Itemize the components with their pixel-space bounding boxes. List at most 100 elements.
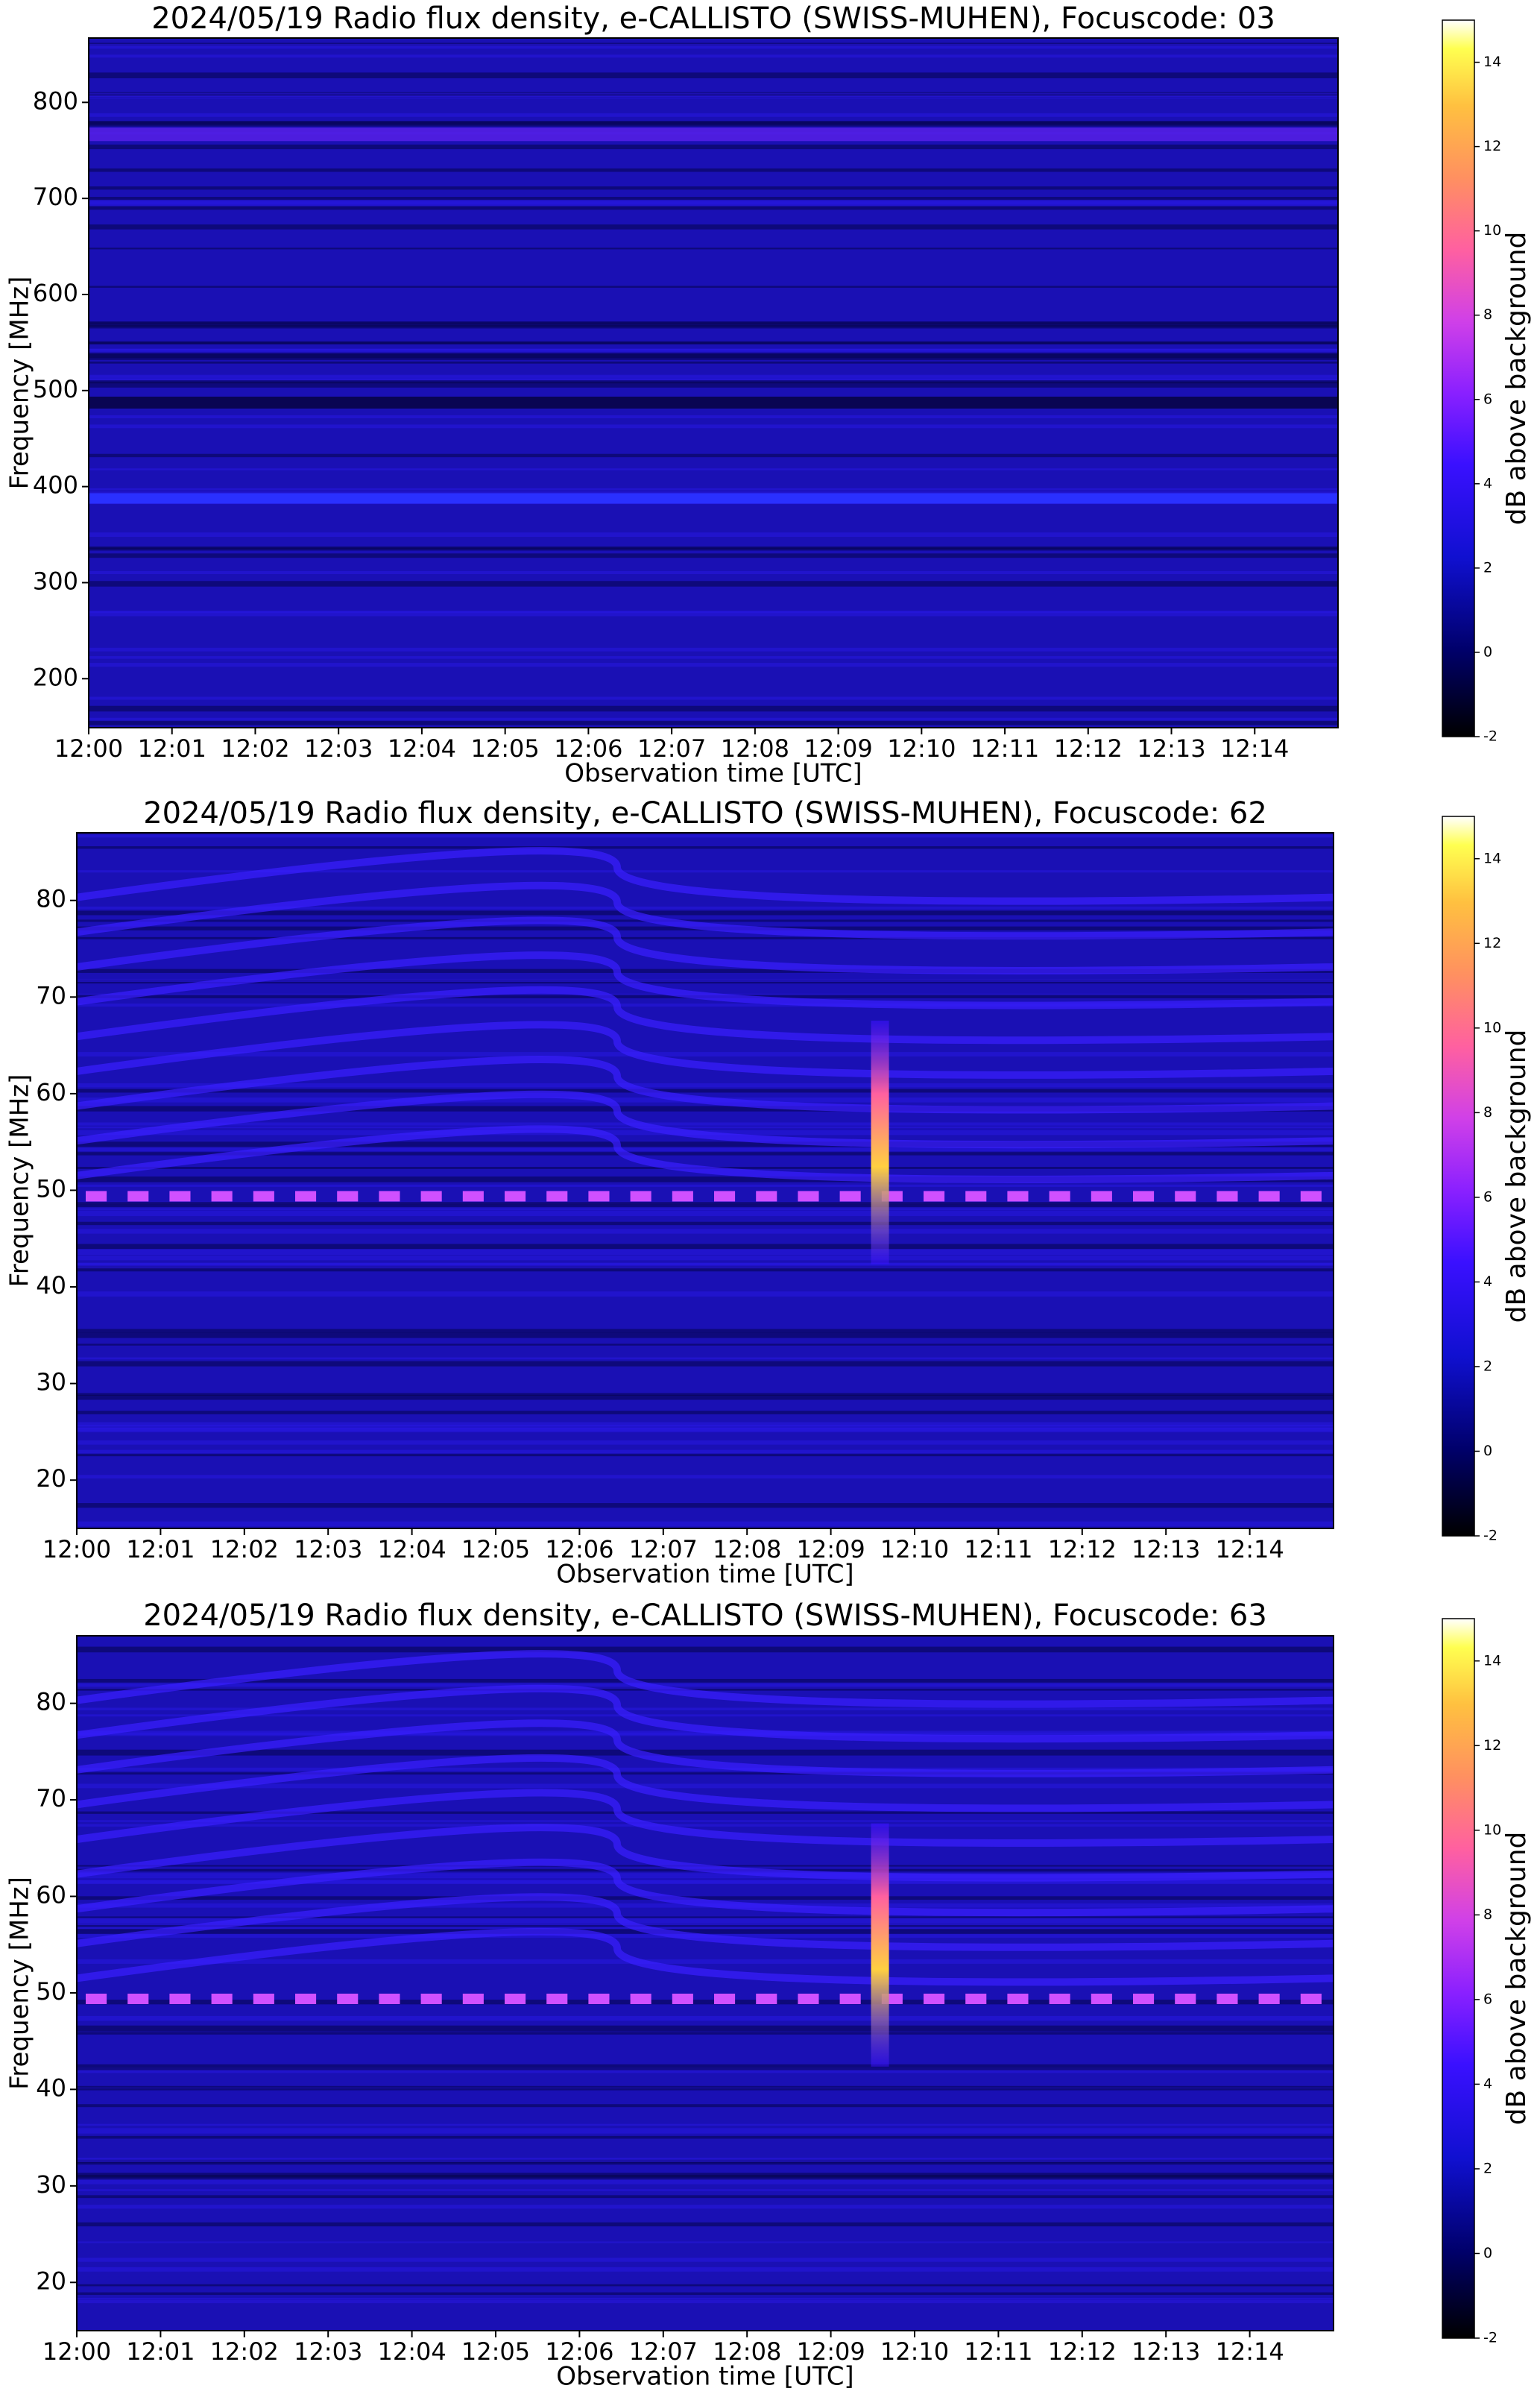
spectrogram-texture: [89, 663, 1338, 667]
colorbar-label: dB above background: [1501, 1030, 1532, 1323]
spectrogram-texture: [89, 361, 1338, 364]
spectrogram-texture: [89, 379, 1338, 384]
spectrogram-texture: [89, 348, 1338, 353]
spectrogram-band: [839, 1993, 861, 2004]
spectrogram-texture: [77, 2178, 1334, 2185]
spectrogram-texture: [89, 206, 1338, 210]
spectrogram-texture: [77, 2000, 1334, 2005]
y-tick-label: 60: [36, 1881, 66, 1909]
spectrogram-band: [379, 1191, 400, 1202]
spectrogram-texture: [89, 144, 1338, 150]
x-tick-label: 12:02: [210, 2337, 279, 2366]
spectrogram-texture: [89, 570, 1338, 574]
spectrogram-texture: [89, 248, 1338, 250]
spectrogram-texture: [77, 2135, 1334, 2139]
y-tick-label: 400: [33, 471, 78, 500]
spectrogram-texture: [89, 286, 1338, 288]
colorbar-tick-label: -2: [1483, 2330, 1498, 2346]
spectrogram-texture: [77, 1291, 1334, 1297]
spectrogram-texture: [77, 1146, 1334, 1151]
spectrogram-texture: [89, 168, 1338, 172]
x-tick-label: 12:13: [1132, 1535, 1200, 1563]
spectrogram-band: [965, 1191, 987, 1202]
spectrogram-texture: [77, 2032, 1334, 2035]
y-axis-label: Frequency [MHz]: [5, 1074, 35, 1288]
y-tick-label: 500: [33, 375, 78, 403]
spectrogram-band: [420, 1191, 442, 1202]
spectrogram-wave: [76, 1021, 1334, 1079]
y-tick-label: 300: [33, 567, 78, 595]
colorbar-tick-label: 6: [1483, 1991, 1492, 2007]
spectrogram-band: [1007, 1191, 1029, 1202]
spectrogram-texture: [89, 717, 1338, 722]
spectrogram-texture: [77, 1440, 1334, 1445]
y-tick-label: 600: [33, 279, 78, 307]
spectrogram-texture: [89, 72, 1338, 78]
spectrogram-texture: [89, 201, 1338, 207]
x-axis-label: Observation time [UTC]: [556, 2362, 853, 2392]
x-tick-label: 12:12: [1048, 1535, 1117, 1563]
spectrogram-texture: [77, 1454, 1334, 1457]
spectrogram-band: [211, 1191, 233, 1202]
spectrogram-texture: [77, 1767, 1334, 1771]
spectrogram-texture: [89, 705, 1338, 712]
spectrogram-texture: [89, 553, 1338, 558]
spectrogram-texture: [77, 1732, 1334, 1736]
spectrogram-texture: [89, 54, 1338, 58]
y-tick-label: 200: [33, 663, 78, 691]
spectrogram-texture: [89, 322, 1338, 327]
spectrogram-texture: [89, 547, 1338, 551]
spectrogram-texture: [77, 1244, 1334, 1250]
spectrogram-texture: [77, 1876, 1334, 1879]
spectrogram-texture: [89, 656, 1338, 659]
spectrogram-band: [1049, 1191, 1070, 1202]
x-tick-label: 12:14: [1215, 1535, 1284, 1563]
spectrogram-texture: [89, 453, 1338, 458]
spectrogram-band: [337, 1191, 359, 1202]
spectrogram-band: [1091, 1191, 1112, 1202]
spectrogram-texture: [77, 1783, 1334, 1789]
spectrogram-texture: [77, 1749, 1334, 1756]
spectrogram-band: [756, 1993, 777, 2004]
colorbar-tick-label: 8: [1483, 1104, 1492, 1121]
y-tick-label: 50: [36, 1174, 66, 1203]
spectrogram-wave: [76, 1125, 1334, 1183]
spectrogram-texture: [77, 1521, 1334, 1527]
spectrogram-band: [89, 127, 1338, 142]
colorbar: [1442, 816, 1475, 1537]
x-tick-label: 12:13: [1132, 2337, 1200, 2366]
spectrogram-texture: [89, 696, 1338, 700]
spectrogram-texture: [77, 1924, 1334, 1931]
spectrogram-texture: [77, 2284, 1334, 2287]
y-tick-label: 40: [36, 2073, 66, 2102]
spectrogram-band: [965, 1993, 987, 2004]
x-tick-label: 12:12: [1048, 2337, 1117, 2366]
x-tick-label: 12:08: [713, 1535, 781, 1563]
spectrogram-band: [1091, 1993, 1112, 2004]
spectrogram-wave: [76, 1056, 1334, 1114]
spectrogram-texture: [77, 1425, 1334, 1429]
colorbar-tick-label: 6: [1483, 1188, 1492, 1205]
spectrogram-band: [714, 1191, 736, 1202]
spectrogram-band: [89, 397, 1338, 409]
colorbar-label: dB above background: [1501, 232, 1532, 526]
spectrogram-band: [1258, 1993, 1280, 2004]
spectrogram-texture: [77, 2123, 1334, 2126]
x-tick-label: 12:08: [721, 734, 789, 763]
colorbar-tick-label: 14: [1483, 54, 1501, 70]
spectrogram-band: [462, 1191, 484, 1202]
y-tick-label: 60: [36, 1078, 66, 1106]
spectrogram-texture: [77, 1422, 1334, 1426]
y-tick-label: 80: [36, 885, 66, 913]
spectrogram-texture: [77, 919, 1334, 922]
y-tick-label: 30: [36, 2170, 66, 2199]
spectrogram-band: [546, 1191, 568, 1202]
spectrogram-texture: [77, 1262, 1334, 1266]
spectrogram-texture: [77, 1811, 1334, 1814]
spectrogram-texture: [89, 374, 1338, 377]
spectrogram-texture: [89, 647, 1338, 652]
spectrogram-texture: [77, 2064, 1334, 2070]
colorbar-tick-label: 4: [1483, 2076, 1492, 2092]
y-tick-label: 40: [36, 1271, 66, 1300]
